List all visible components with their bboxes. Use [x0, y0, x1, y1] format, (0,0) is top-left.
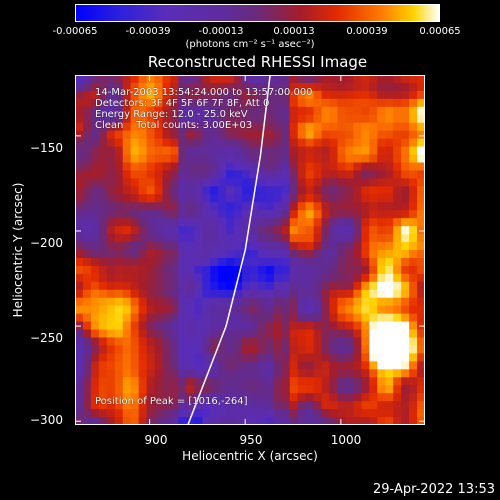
colorbar-tick-label: -0.00065: [52, 26, 98, 37]
plot-area: 14-Mar-2003 13:54:24.000 to 13:57:00.000…: [75, 75, 425, 425]
colorbar-units: (photons cm⁻² s⁻¹ asec⁻²): [185, 39, 315, 50]
x-tick-label: 900: [144, 433, 168, 447]
y-tick-label: −200: [30, 236, 63, 250]
colorbar-tick-label: -0.00039: [125, 26, 171, 37]
y-axis-label: Heliocentric Y (arcsec): [11, 182, 25, 318]
timestamp: 29-Apr-2022 13:53: [373, 482, 495, 497]
peak-position-annotation: Position of Peak = [1016,-264]: [95, 396, 248, 407]
solar-limb-line: [187, 75, 271, 425]
chart-title: Reconstructed RHESSI Image: [147, 53, 368, 71]
y-tick-label: −250: [30, 331, 63, 345]
heatmap-image: [75, 75, 425, 425]
y-tick-label: −150: [30, 141, 63, 155]
detectors-annotation: Detectors: 3F 4F 5F 6F 7F 8F, Att 0: [95, 98, 270, 109]
colorbar: [75, 4, 440, 22]
y-tick-label: −300: [30, 413, 63, 427]
clean-counts-annotation: Clean Total counts: 3.00E+03: [95, 120, 253, 131]
time-range-annotation: 14-Mar-2003 13:54:24.000 to 13:57:00.000: [95, 87, 313, 98]
colorbar-tick-label: -0.00013: [198, 26, 244, 37]
energy-range-annotation: Energy Range: 12.0 - 25.0 keV: [95, 109, 248, 120]
x-axis-label: Heliocentric X (arcsec): [182, 449, 318, 463]
colorbar-tick-label: 0.00065: [419, 26, 461, 37]
plot-frame: [75, 75, 425, 425]
x-tick-label: 1000: [330, 433, 362, 447]
x-tick-label: 950: [239, 433, 263, 447]
colorbar-tick-label: 0.00013: [273, 26, 315, 37]
colorbar-tick-label: 0.00039: [346, 26, 388, 37]
